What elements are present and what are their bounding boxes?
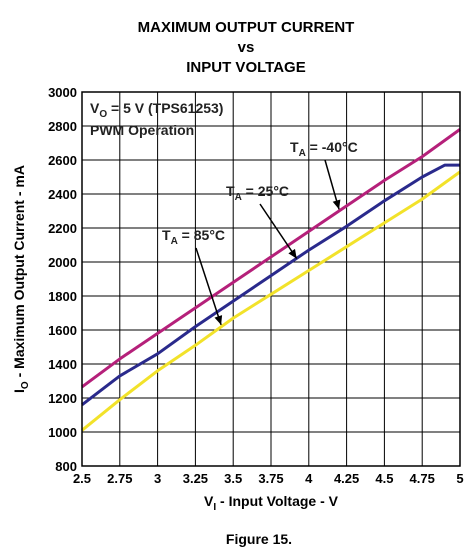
y-tick-label: 1400 <box>48 357 77 372</box>
chart-title-group: MAXIMUM OUTPUT CURRENT vs INPUT VOLTAGE <box>138 19 355 76</box>
y-tick-label: 1200 <box>48 391 77 406</box>
x-tick-label: 4.25 <box>334 471 359 486</box>
y-tick-label: 3000 <box>48 85 77 100</box>
series-line <box>81 163 460 406</box>
series-label: TA = 85°C <box>162 227 225 247</box>
x-tick-label: 4.5 <box>375 471 393 486</box>
series-line <box>81 170 461 432</box>
annotation-mode: PWM Operation <box>90 122 194 138</box>
y-tick-label: 1800 <box>48 289 77 304</box>
y-tick-label: 1600 <box>48 323 77 338</box>
y-axis-label: IO - Maximum Output Current - mA <box>11 165 31 393</box>
y-tick-label: 2000 <box>48 255 77 270</box>
annotation-conditions: VO = 5 V (TPS61253) <box>90 100 223 120</box>
pointer-arrowhead <box>288 248 297 259</box>
chart-title-line: vs <box>238 39 255 56</box>
chart-title-line: INPUT VOLTAGE <box>186 59 305 76</box>
pointer-line <box>259 203 298 260</box>
annotations: VO = 5 V (TPS61253) PWM Operation TA = -40… <box>90 100 358 547</box>
y-tick-label: 2800 <box>48 119 77 134</box>
series-line <box>81 128 461 389</box>
x-tick-label: 2.5 <box>73 471 91 486</box>
y-tick-label: 2600 <box>48 153 77 168</box>
axis-labels: VI - Input Voltage - V IO - Maximum Outpu… <box>11 165 339 513</box>
y-tick-label: 1000 <box>48 425 77 440</box>
x-tick-label: 5 <box>456 471 463 486</box>
chart-title-line: MAXIMUM OUTPUT CURRENT <box>138 19 355 36</box>
x-tick-label: 3.75 <box>258 471 283 486</box>
x-tick-labels: 2.5 2.75 3 3.25 3.5 3.75 4 4.25 4.5 4.75 5 <box>73 471 464 486</box>
x-tick-label: 3 <box>154 471 161 486</box>
series-label: TA = -40°C <box>290 139 358 159</box>
pointer-arrowhead <box>332 199 341 210</box>
series-label: TA = 25°C <box>226 183 289 203</box>
pointer-line <box>195 247 222 326</box>
pointer-arrowhead <box>214 315 223 325</box>
x-tick-label: 3.5 <box>224 471 242 486</box>
y-tick-label: 800 <box>55 459 77 474</box>
x-tick-label: 2.75 <box>107 471 132 486</box>
x-tick-label: 3.25 <box>183 471 208 486</box>
figure-caption: Figure 15. <box>226 531 292 547</box>
x-tick-label: 4 <box>305 471 313 486</box>
y-tick-label: 2200 <box>48 221 77 236</box>
x-axis-label: VI - Input Voltage - V <box>204 493 339 513</box>
x-tick-label: 4.75 <box>410 471 435 486</box>
series-group <box>81 128 461 432</box>
y-tick-labels: 800 1000 1200 1400 1600 1800 2000 2200 2400 2600 2… <box>48 85 77 474</box>
y-tick-label: 2400 <box>48 187 77 202</box>
plot-frame <box>81 91 461 467</box>
